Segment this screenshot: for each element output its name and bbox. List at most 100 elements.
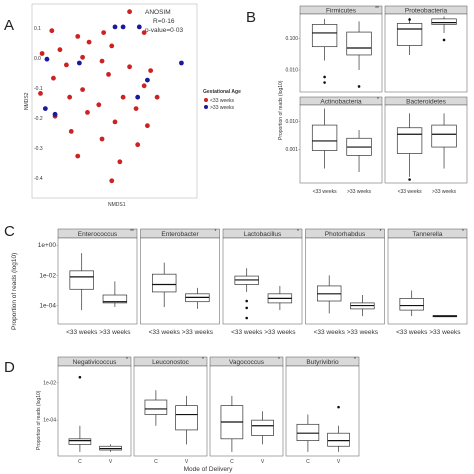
facet-enterobacter: Enterobacter * [140, 228, 220, 325]
box [346, 31, 372, 56]
facet-butyrivibrio: Butyrivibrio * [285, 356, 360, 457]
scatter-point [80, 54, 85, 60]
box [311, 24, 338, 48]
scatter-point [106, 72, 111, 77]
legend-item-2: >33 weeks [210, 105, 235, 111]
significance-mark: * [354, 357, 356, 363]
x-tick-label: <33 weeks [313, 189, 338, 195]
facet-title: Leuconostoc [152, 359, 190, 366]
y-axis-label-d: Proportion of reads (log10) [36, 390, 42, 450]
scatter-point [145, 77, 150, 83]
scatter-point [51, 75, 56, 81]
legend-title: Gestational Age [203, 89, 241, 95]
scatter-point [99, 136, 105, 142]
scatter-point [120, 94, 126, 100]
y-tick-label: 1e-04 [39, 303, 56, 310]
scatter-point [112, 24, 118, 30]
panel-b-phyla: Firmicutes ** 0.100 0.010 Proteobacteria Acti… [278, 5, 468, 195]
x-tick-label: >33 weeks [99, 329, 131, 336]
scatter-point [86, 39, 92, 45]
significance-mark: * [377, 97, 379, 103]
facet-title: Vagococcus [229, 359, 265, 366]
x-tick-label: >33 weeks [347, 329, 379, 336]
x-tick-label: C [306, 459, 310, 465]
significance-mark: * [126, 357, 128, 363]
box [431, 18, 457, 25]
significance-mark: * [215, 229, 217, 235]
scatter-point [136, 24, 142, 30]
panel-a-frame [31, 3, 198, 199]
y-tick-label: 0.001 [285, 147, 298, 153]
scatter-point [135, 142, 141, 148]
x-tick-label: <33 weeks [396, 329, 428, 336]
y-tick-label: 1e-02 [43, 380, 56, 386]
x-axis-label-a: NMDS1 [108, 202, 126, 208]
outlier-point [245, 306, 248, 310]
box [396, 23, 423, 46]
box [396, 127, 423, 154]
box [296, 423, 320, 441]
scatter-point [57, 47, 63, 53]
x-axis-label-d: Mode of Delivery [184, 466, 234, 473]
facet-tannerella: Tannerella * [387, 228, 468, 325]
facet-title: Actinobacteria [320, 99, 362, 106]
scatter-point [127, 9, 132, 15]
facet-title: Proteobacteria [405, 8, 448, 15]
facet-title: Negativicoccus [73, 359, 117, 366]
panel-label-a: A [4, 17, 14, 34]
x-tick-label: V [109, 459, 113, 465]
outlier-point [78, 375, 82, 379]
scatter-point [179, 60, 184, 66]
x-tick-label: <33 weeks [231, 329, 263, 336]
facet-title: Butyrivibrio [306, 359, 339, 366]
facet-title: Tannerella [413, 231, 443, 238]
scatter-point [154, 94, 160, 100]
x-tick-label: C [154, 459, 158, 465]
y-tick-a: 0.1 [34, 26, 41, 32]
scatter-point [80, 87, 85, 92]
y-tick-label: 1e-04 [43, 418, 56, 424]
significance-mark: * [380, 229, 382, 235]
facet-photorhabdus: Photorhabdus * [305, 228, 385, 325]
scatter-point [96, 102, 102, 108]
x-tick-label: >33 weeks [432, 189, 457, 195]
scatter-point [133, 106, 139, 111]
panel-label-b: B [246, 9, 256, 26]
scatter-point [64, 62, 69, 68]
y-tick-a: -0.2 [34, 116, 43, 122]
significance-mark: * [278, 357, 280, 363]
scatter-point [120, 24, 126, 30]
scatter-point [49, 28, 55, 34]
x-tick-label: V [337, 459, 341, 465]
x-tick-label: V [185, 459, 189, 465]
scatter-point [127, 64, 132, 70]
scatter-point [38, 91, 43, 96]
x-tick-label: C [78, 459, 82, 465]
outlier-point [323, 81, 326, 84]
significance-mark: ** [375, 6, 379, 12]
facet-bacteroidetes: Bacteroidetes [384, 96, 468, 184]
legend-swatch-red [204, 98, 208, 102]
y-tick-label: 0.010 [285, 67, 298, 73]
outlier-point [408, 18, 411, 21]
facet-title: Photorhabdus [325, 231, 366, 238]
legend-item-1: <33 weeks [210, 98, 235, 104]
facet-enterococcus: Enterococcus ** [57, 228, 138, 325]
facet-leuconostoc: Leuconostoc * [133, 356, 208, 457]
x-tick-label: >33 weeks [264, 329, 296, 336]
scatter-point [135, 94, 141, 100]
facet-title: Bacteroidetes [406, 99, 446, 106]
scatter-point [141, 83, 147, 89]
y-tick-a: -0.3 [34, 146, 43, 152]
box [251, 419, 274, 436]
y-tick-a: -0.1 [34, 86, 43, 92]
outlier-point [245, 316, 248, 320]
facet-actinobacteria: Actinobacteria * [299, 96, 383, 184]
y-axis-label-b: Proportion of reads (log10) [278, 80, 284, 140]
scatter-point [85, 110, 90, 115]
scatter-point [76, 60, 82, 66]
panel-d-delivery: Negativicoccus * 1e-02 1e-04 C V Leuconostoc * C… [36, 356, 360, 473]
x-tick-label: <33 weeks [66, 329, 98, 336]
